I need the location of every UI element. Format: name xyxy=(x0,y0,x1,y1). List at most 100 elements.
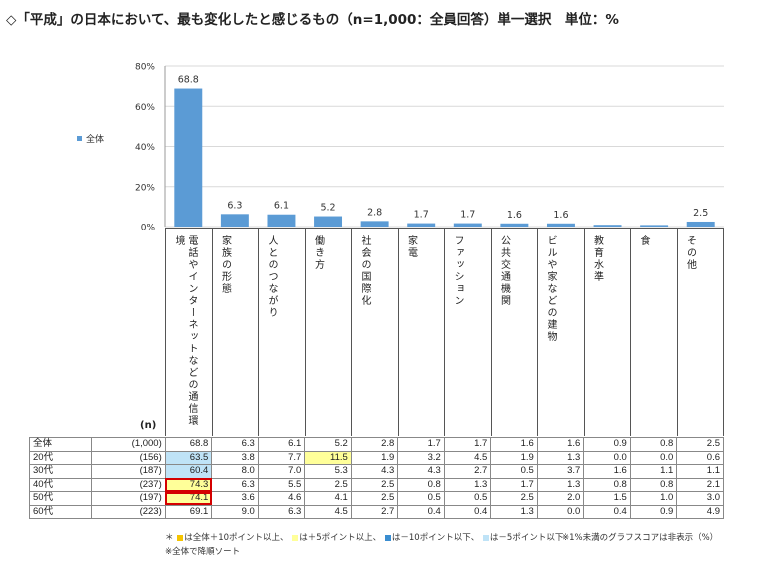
table-cell: 4.9 xyxy=(676,504,724,519)
row-group: 50代 xyxy=(29,491,92,506)
bar xyxy=(640,225,669,227)
category-column: 社会の国際化 xyxy=(351,229,398,436)
bar xyxy=(546,223,575,227)
table-cell: 3.7 xyxy=(536,464,585,479)
bar xyxy=(407,223,436,227)
table-cell: 1.6 xyxy=(583,464,631,479)
category-label: 働き方 xyxy=(312,235,324,271)
table-cell: 1.1 xyxy=(629,464,678,479)
row-group: 20代 xyxy=(29,450,92,465)
table-cell: 4.6 xyxy=(257,491,306,506)
data-label: 1.6 xyxy=(553,210,568,221)
footnote-sort: ※全体で降順ソート xyxy=(165,547,241,557)
data-label: 6.1 xyxy=(274,201,289,212)
category-label: ファッション xyxy=(452,235,463,307)
bar xyxy=(686,221,715,227)
table-cell: 1.9 xyxy=(350,450,399,465)
footnote-minus5: は－5ポイント以下 xyxy=(489,533,564,543)
table-row: 20代 (156) 63.5 3.8 7.7 11.5 1.9 3.2 4.5 1.9 1.3 0.0… xyxy=(29,450,724,465)
row-n: (1,000) xyxy=(90,437,166,452)
table-cell: 63.5 xyxy=(164,450,213,465)
table-cell: 74.3 xyxy=(164,477,213,492)
table-cell: 1.1 xyxy=(676,464,724,479)
table-cell: 2.5 xyxy=(490,491,538,506)
bar xyxy=(267,214,296,227)
footnote-asterisk: ＊ xyxy=(165,533,174,543)
legend: 全体 xyxy=(77,133,104,145)
table-cell: 1.6 xyxy=(536,437,585,452)
category-label: 社会の国際化 xyxy=(359,235,370,307)
category-label: 人とのつながり xyxy=(266,235,277,319)
table-cell: 4.5 xyxy=(443,450,492,465)
category-column: 人とのつながり xyxy=(258,229,305,436)
row-group: 40代 xyxy=(29,477,92,492)
table-row: 40代 (237) 74.3 6.3 5.5 2.5 2.5 0.8 1.3 1.7 1.3 0.8 0… xyxy=(29,477,724,492)
footnote-minus10: は－10ポイント以下、 xyxy=(391,533,480,543)
category-label: 家電 xyxy=(405,235,417,259)
strong-yellow-swatch xyxy=(177,534,184,541)
table-cell: 5.5 xyxy=(257,477,306,492)
data-label: 6.3 xyxy=(227,200,242,211)
category-label: ビルや家などの建物 xyxy=(545,235,556,343)
table-row: 全体 (1,000) 68.8 6.3 6.1 5.2 2.8 1.7 1.7 1.6 1.6 0.9… xyxy=(29,437,724,452)
bar xyxy=(500,223,529,227)
category-column: 働き方 xyxy=(304,229,352,436)
table-cell: 0.0 xyxy=(536,504,585,519)
category-column: 食 xyxy=(630,229,677,436)
table-cell: 6.1 xyxy=(257,437,306,452)
footnote-plus5: は＋5ポイント以上、 xyxy=(299,533,382,543)
category-label: 家族の形態 xyxy=(219,235,231,295)
table-cell: 5.2 xyxy=(304,437,352,452)
y-tick-label: 20% xyxy=(135,183,155,193)
yellow-swatch xyxy=(292,534,299,541)
table-cell: 0.4 xyxy=(583,504,631,519)
bar-chart: 0% 20% 40% 60% 80% 68.8 6.3 6.1 5.2 2.8 1.7 1.7 1.6… xyxy=(77,63,724,231)
table-cell: 1.7 xyxy=(490,477,538,492)
table-cell: 4.1 xyxy=(304,491,352,506)
table-cell: 0.0 xyxy=(583,450,631,465)
table-cell: 2.5 xyxy=(304,477,352,492)
bar xyxy=(220,214,249,227)
table-cell: 2.5 xyxy=(676,437,724,452)
row-n: (156) xyxy=(90,450,166,465)
table-cell: 4.3 xyxy=(397,464,445,479)
table-cell: 0.8 xyxy=(397,477,445,492)
table-cell: 0.6 xyxy=(676,450,724,465)
table-cell: 0.5 xyxy=(443,491,492,506)
footnote-plus10: は全体＋10ポイント以上、 xyxy=(184,533,289,543)
table-cell: 74.1 xyxy=(164,491,213,506)
strong-blue-swatch xyxy=(384,534,391,541)
data-label: 2.8 xyxy=(367,207,382,218)
table-cell: 1.0 xyxy=(629,491,678,506)
table-row: 30代 (187) 60.4 8.0 7.0 5.3 4.3 4.3 2.7 0.5 3.7 1.6 1… xyxy=(29,464,724,479)
crosstab-table: 全体 (1,000) 68.8 6.3 6.1 5.2 2.8 1.7 1.7 1.6 1.6 0.9… xyxy=(29,437,724,519)
value-labels: 68.8 6.3 6.1 5.2 2.8 1.7 1.7 1.6 1.6 2.5 xyxy=(178,75,709,221)
bar xyxy=(360,221,389,227)
table-cell: 5.3 xyxy=(304,464,352,479)
footnote-note: ※1%未満のグラフスコアは非表示（%） xyxy=(562,533,719,543)
table-cell: 1.5 xyxy=(583,491,631,506)
y-tick-label: 60% xyxy=(135,103,155,113)
category-column: ビルや家などの建物 xyxy=(537,229,584,436)
table-cell: 6.3 xyxy=(257,504,306,519)
table-cell: 6.3 xyxy=(211,477,259,492)
category-column: 家族の形態 xyxy=(211,229,259,436)
table-cell: 2.7 xyxy=(350,504,399,519)
table-cell: 1.3 xyxy=(490,504,538,519)
category-label: 電話やインターネットなどの通信環境 xyxy=(173,235,197,427)
gridlines xyxy=(165,65,724,228)
table-cell: 2.5 xyxy=(350,477,399,492)
table-cell: 3.6 xyxy=(211,491,259,506)
y-tick-label: 0% xyxy=(141,224,156,231)
table-cell: 3.2 xyxy=(397,450,445,465)
table-cell: 69.1 xyxy=(164,504,213,519)
table-cell: 0.8 xyxy=(583,477,631,492)
y-tick-label: 80% xyxy=(135,63,155,73)
category-labels: 電話やインターネットなどの通信環境 家族の形態 人とのつながり 働き方 社会の国際化 家電… xyxy=(165,228,724,436)
bars xyxy=(174,88,715,227)
table-cell: 1.6 xyxy=(490,437,538,452)
table-cell: 7.0 xyxy=(257,464,306,479)
category-column: その他 xyxy=(676,229,724,436)
table-cell: 0.5 xyxy=(490,464,538,479)
category-column: 教育水準 xyxy=(583,229,631,436)
